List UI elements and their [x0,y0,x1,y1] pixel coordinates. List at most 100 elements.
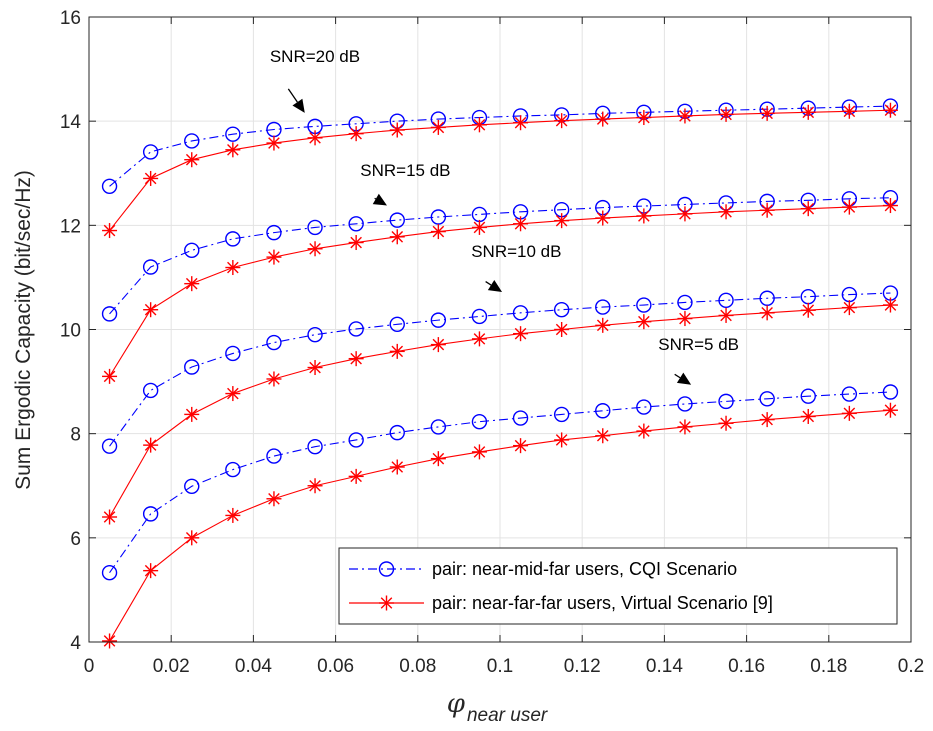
asterisk-stroke [720,108,732,121]
data-point-asterisk [102,223,118,239]
data-point-asterisk [471,444,487,460]
x-tick-label: 0.14 [646,656,683,677]
asterisk-stroke [761,307,773,319]
data-point-circle [307,327,323,343]
asterisk-stroke [884,104,897,117]
snr-annotation: SNR=20 dB [270,47,360,113]
data-point-asterisk [882,402,898,418]
data-point-asterisk [636,208,652,224]
data-point-asterisk [184,530,200,546]
series-virtual [102,198,898,384]
x-axis-label: φ near user [447,689,548,726]
asterisk-stroke [555,214,568,227]
asterisk-stroke [473,446,486,458]
asterisk-stroke [679,110,691,122]
legend-label: pair: near-mid-far users, CQI Scenario [432,559,737,579]
data-point-asterisk [225,142,241,158]
data-point-circle [225,126,241,142]
data-point-circle [225,231,241,247]
data-point-circle [882,384,899,400]
x-tick-label: 0.2 [898,656,924,677]
data-point-asterisk [882,102,898,118]
x-tick-label: 0.18 [810,656,847,677]
data-point-asterisk [800,408,816,424]
asterisk-stroke [596,212,609,224]
data-point-circle [595,299,611,315]
asterisk-stroke [761,107,773,120]
series-virtual [102,102,898,239]
data-point-asterisk [430,224,446,240]
asterisk-stroke [268,251,280,263]
y-tick-label: 12 [60,216,81,237]
asterisk-stroke [638,111,650,124]
data-point-circle [389,212,405,228]
data-point-circle [378,561,395,577]
data-point-circle [307,438,323,455]
asterisk-stroke [144,439,157,451]
annotation-text: SNR=20 dB [270,47,360,66]
data-point-asterisk [595,210,611,226]
asterisk-stroke [596,113,609,125]
data-point-asterisk [800,201,816,217]
y-tick-label: 16 [60,8,81,29]
asterisk-stroke [391,124,404,136]
data-point-circle [142,144,159,160]
data-point-circle [101,438,118,454]
data-point-asterisk [143,170,159,186]
data-point-circle [142,506,159,522]
annotation-arrow-head [487,279,503,292]
data-point-asterisk [677,206,693,222]
data-point-asterisk [882,198,898,214]
data-point-circle [184,133,200,149]
asterisk-stroke [268,492,280,505]
data-point-asterisk [554,432,570,448]
annotation-text: SNR=5 dB [658,335,739,354]
data-point-asterisk [307,478,323,494]
asterisk-stroke [638,210,650,222]
data-point-asterisk [636,314,652,330]
y-tick-label: 14 [60,112,82,133]
data-point-circle [759,391,775,407]
data-point-circle [471,308,488,325]
data-point-circle [512,305,529,321]
asterisk-stroke [227,387,239,400]
data-point-asterisk [759,105,775,121]
asterisk-stroke [802,202,815,215]
data-point-asterisk [102,633,118,649]
y-tick-label: 8 [70,425,81,446]
data-point-asterisk [143,437,159,453]
x-tick-label: 0.04 [235,656,272,677]
data-point-asterisk [307,241,323,257]
annotation-arrow-head [292,98,305,113]
data-point-asterisk [759,305,775,321]
data-point-asterisk [595,111,611,127]
asterisk-stroke [555,434,568,446]
asterisk-stroke [555,114,568,127]
asterisk-stroke [227,509,239,522]
asterisk-stroke [185,153,198,166]
asterisk-stroke [268,137,280,149]
data-point-circle [841,386,858,402]
data-point-circle [430,209,447,225]
y-tick-label: 6 [70,529,81,550]
asterisk-stroke [720,417,732,430]
data-point-circle [677,294,693,311]
data-point-asterisk [677,311,693,327]
asterisk-stroke [185,532,198,544]
asterisk-stroke [309,361,321,374]
data-point-asterisk [430,451,446,467]
data-point-circle [225,345,241,362]
data-point-asterisk [266,135,282,151]
data-point-asterisk [841,300,857,316]
asterisk-stroke [144,303,157,316]
data-point-asterisk [184,276,200,292]
asterisk-stroke [309,479,321,492]
data-point-asterisk [389,122,405,138]
annotation-arrow-shaft [287,88,298,103]
data-point-asterisk [389,459,405,475]
data-point-circle [389,316,405,332]
asterisk-stroke [185,408,198,421]
annotation-arrow-shaft [374,197,377,200]
annotation-arrow-shaft [674,373,681,379]
series-cqi [101,384,899,581]
